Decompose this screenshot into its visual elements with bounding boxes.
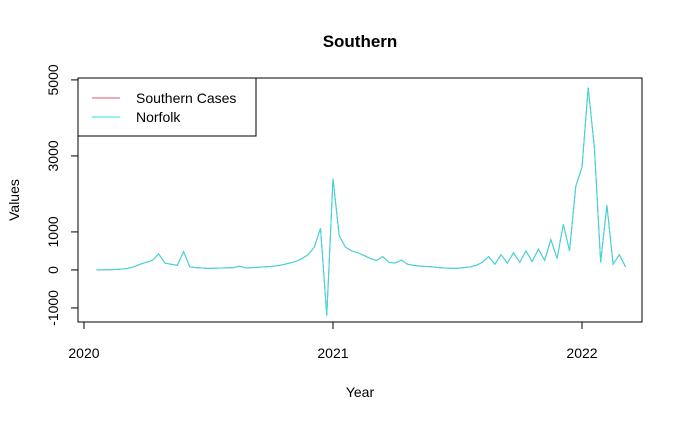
legend-box xyxy=(77,77,257,137)
y-tick-label: 5000 xyxy=(45,64,61,95)
plot-frame xyxy=(77,77,643,323)
chart-title: Southern xyxy=(323,32,398,51)
x-tick-label: 2022 xyxy=(566,345,597,361)
y-axis-label: Values xyxy=(6,179,22,221)
legend-label: Norfolk xyxy=(136,109,181,125)
x-tick-label: 2021 xyxy=(317,345,348,361)
y-tick-label: 0 xyxy=(45,266,61,274)
series-line xyxy=(96,87,627,316)
legend-label: Southern Cases xyxy=(136,90,236,106)
y-tick-label: 3000 xyxy=(45,140,61,171)
x-tick-label: 2020 xyxy=(68,345,99,361)
y-tick-label: 1000 xyxy=(45,216,61,247)
y-tick-label: -1000 xyxy=(45,290,61,326)
x-axis-label: Year xyxy=(346,384,375,400)
